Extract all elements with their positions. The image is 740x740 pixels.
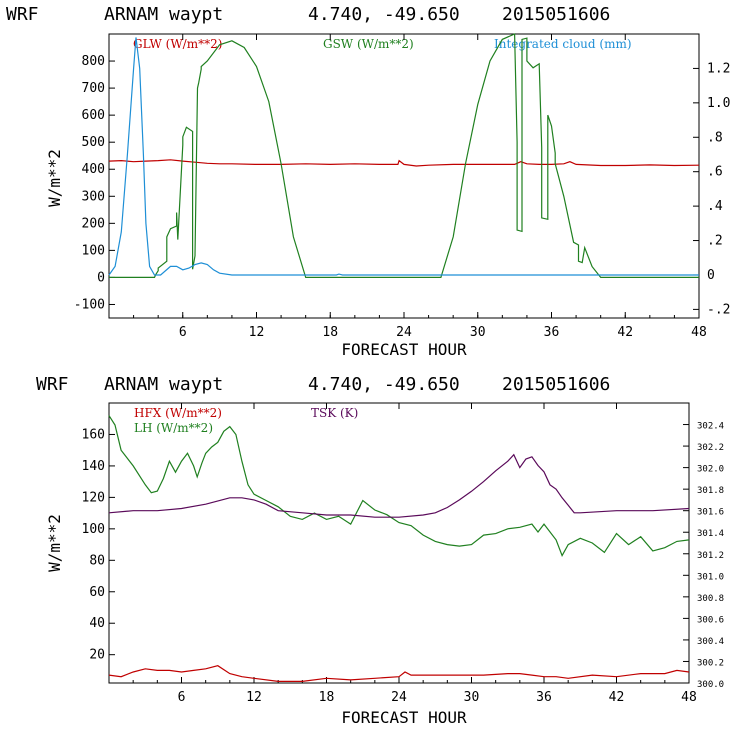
panel-2-header-model: WRF (36, 374, 69, 395)
y2-tick-label: 1.0 (707, 96, 730, 111)
panel-1-header-model: WRF (6, 4, 39, 25)
panel-1-legend-gsw: GSW (W/m**2) (323, 37, 414, 51)
y-tick-label: 600 (82, 108, 105, 123)
x-tick-label: 24 (391, 690, 407, 705)
y-tick-label: 700 (82, 81, 105, 96)
x-tick-label: 36 (536, 690, 552, 705)
y2-tick-label: 300.8 (697, 594, 724, 604)
y-tick-label: 60 (89, 585, 105, 600)
x-tick-label: 36 (544, 325, 560, 340)
panel-1-x-axis-label: FORECAST HOUR (341, 340, 467, 359)
y2-tick-label: 301.2 (697, 551, 724, 561)
series-line-2 (108, 415, 690, 558)
panel-1-legend-cloud: Integrated cloud (mm) (494, 37, 632, 51)
panel-2-header-location: ARNAM waypt (104, 374, 223, 395)
y-tick-label: -100 (74, 297, 105, 312)
y-tick-label: 160 (82, 427, 105, 442)
y-tick-label: 100 (82, 522, 105, 537)
panel-2-x-axis-label: FORECAST HOUR (341, 708, 467, 727)
y2-tick-label: .6 (707, 165, 723, 180)
x-tick-label: 42 (617, 325, 633, 340)
y2-tick-label: .4 (707, 199, 723, 214)
panel-1-legend-glw: GLW (W/m**2) (133, 37, 222, 51)
y2-tick-label: .8 (707, 130, 723, 145)
y-tick-label: 20 (89, 648, 105, 663)
y-tick-label: 500 (82, 135, 105, 150)
y2-tick-label: 301.0 (697, 572, 724, 582)
y2-tick-label: 302.4 (697, 422, 724, 432)
series-line-1 (108, 159, 700, 167)
y-tick-label: 800 (82, 54, 105, 69)
y2-tick-label: 301.6 (697, 508, 724, 518)
y-tick-label: 140 (82, 459, 105, 474)
y2-tick-label: .2 (707, 234, 723, 249)
x-tick-label: 12 (249, 325, 265, 340)
x-tick-label: 18 (319, 690, 335, 705)
y2-tick-label: 301.4 (697, 529, 724, 539)
y2-tick-label: 300.6 (697, 615, 724, 625)
panel-2: WRF ARNAM waypt 4.740, -49.650 201505160… (36, 374, 724, 727)
panel-1-y-axis-label: W/m**2 (45, 149, 64, 207)
y-tick-label: 40 (89, 616, 105, 631)
y-tick-label: 120 (82, 490, 105, 505)
panel-2-legend-tsk: TSK (K) (311, 406, 358, 420)
y2-tick-label: -.2 (707, 302, 730, 317)
x-tick-label: 6 (179, 325, 187, 340)
panel-2-header-coords: 4.740, -49.650 (308, 374, 460, 395)
y2-tick-label: 0 (707, 268, 715, 283)
y2-tick-label: 301.8 (697, 486, 724, 496)
panel-2-legend-hfx: HFX (W/m**2) (134, 406, 222, 420)
x-tick-label: 18 (322, 325, 338, 340)
panel-1: WRF ARNAM waypt 4.740, -49.650 201505160… (6, 4, 730, 359)
panel-1-header-coords: 4.740, -49.650 (308, 4, 460, 25)
panel-2-legend-lh: LH (W/m**2) (134, 421, 213, 435)
y-tick-label: 200 (82, 216, 105, 231)
y-tick-label: 0 (97, 270, 105, 285)
series-line-1 (108, 665, 690, 683)
y2-tick-label: 300.2 (697, 658, 724, 668)
x-tick-label: 12 (246, 690, 262, 705)
series-line-3 (108, 37, 699, 276)
x-tick-label: 6 (178, 690, 186, 705)
y-tick-label: 100 (82, 243, 105, 258)
y-tick-label: 80 (89, 553, 105, 568)
x-tick-label: 30 (464, 690, 480, 705)
y-tick-label: 300 (82, 189, 105, 204)
y2-tick-label: 300.4 (697, 637, 724, 647)
y2-tick-label: 300.0 (697, 680, 724, 690)
y-tick-label: 400 (82, 162, 105, 177)
panel-2-y-axis-label: W/m**2 (45, 514, 64, 572)
x-tick-label: 42 (609, 690, 625, 705)
x-tick-label: 24 (396, 325, 412, 340)
y2-tick-label: 302.2 (697, 443, 724, 453)
panel-2-header-date: 2015051606 (502, 374, 610, 395)
series-line-3 (108, 453, 690, 518)
panel-1-header-location: ARNAM waypt (104, 4, 223, 25)
panel-1-header-date: 2015051606 (502, 4, 610, 25)
series-line-2 (109, 33, 699, 278)
x-tick-label: 30 (470, 325, 486, 340)
x-tick-label: 48 (681, 690, 697, 705)
x-tick-label: 48 (691, 325, 707, 340)
y2-tick-label: 1.2 (707, 61, 730, 76)
y2-tick-label: 302.0 (697, 465, 724, 475)
panel-2-plot-frame (108, 402, 690, 684)
